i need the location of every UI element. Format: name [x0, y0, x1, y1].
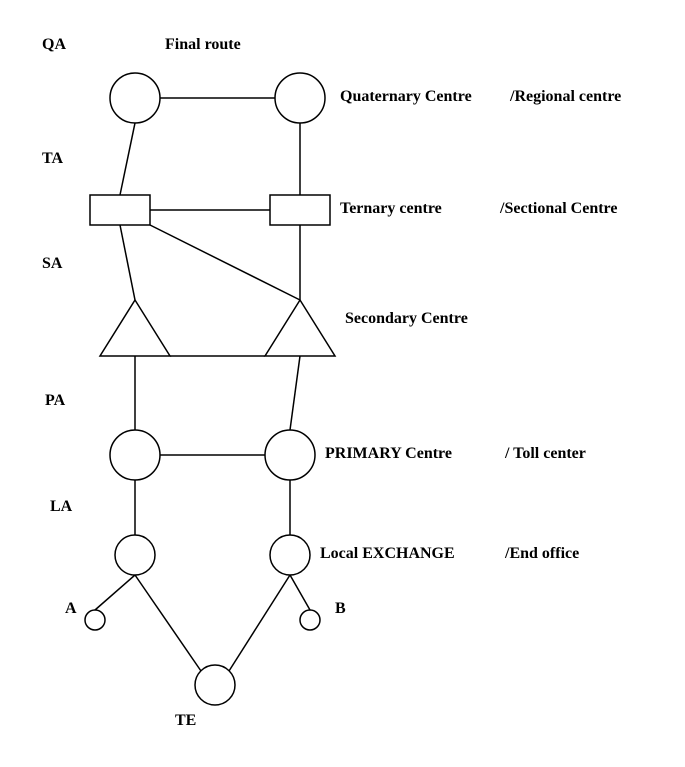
- node-qa_right: [275, 73, 325, 123]
- node-ta_left: [90, 195, 150, 225]
- label-local: Local EXCHANGE: [320, 545, 455, 563]
- label-end: /End office: [505, 545, 579, 563]
- node-sa_left: [100, 300, 170, 356]
- node-la_right: [270, 535, 310, 575]
- label-final: Final route: [165, 36, 241, 54]
- label-ta: TA: [42, 150, 63, 168]
- node-ta_right: [270, 195, 330, 225]
- hierarchy-diagram: [0, 0, 685, 767]
- node-a_small: [85, 610, 105, 630]
- label-sectional: /Sectional Centre: [500, 200, 617, 218]
- label-tern: Ternary centre: [340, 200, 442, 218]
- node-pa_left: [110, 430, 160, 480]
- node-te: [195, 665, 235, 705]
- label-qa: QA: [42, 36, 66, 54]
- node-pa_right: [265, 430, 315, 480]
- label-a: A: [65, 600, 77, 618]
- label-la: LA: [50, 498, 72, 516]
- node-sa_right: [265, 300, 335, 356]
- label-secondary: Secondary Centre: [345, 310, 468, 328]
- node-la_left: [115, 535, 155, 575]
- label-sa: SA: [42, 255, 62, 273]
- label-b: B: [335, 600, 346, 618]
- label-te: TE: [175, 712, 196, 730]
- label-primary: PRIMARY Centre: [325, 445, 452, 463]
- node-qa_left: [110, 73, 160, 123]
- label-pa: PA: [45, 392, 65, 410]
- label-regional: /Regional centre: [510, 88, 621, 106]
- label-toll: / Toll center: [505, 445, 586, 463]
- node-b_small: [300, 610, 320, 630]
- label-quat: Quaternary Centre: [340, 88, 472, 106]
